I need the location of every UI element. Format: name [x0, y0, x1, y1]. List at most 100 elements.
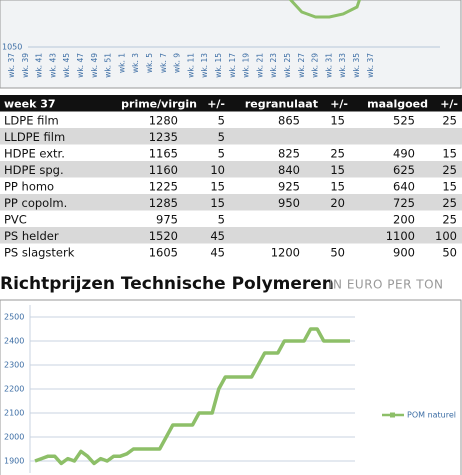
- table-header: maalgoed: [367, 97, 428, 110]
- x-tick-label: wk. 7: [159, 53, 168, 73]
- table-header: prime/virgin: [121, 97, 197, 110]
- x-tick-label: wk. 25: [283, 53, 292, 78]
- y-tick-label: 1050: [2, 43, 22, 52]
- x-tick-label: wk. 19: [242, 53, 251, 78]
- table-cell: HDPE extr.: [4, 146, 65, 160]
- table-cell: 900: [393, 245, 415, 259]
- table-cell: 1280: [149, 113, 178, 127]
- table-cell: LLDPE film: [4, 130, 65, 144]
- table-cell: 50: [330, 245, 345, 259]
- table-row-bg: [0, 227, 462, 244]
- x-tick-label: wk. 51: [104, 53, 113, 78]
- x-tick-label: wk. 37: [366, 53, 375, 78]
- table-cell: 15: [330, 113, 345, 127]
- legend-label: POM naturel: [407, 411, 456, 420]
- table-cell: 725: [393, 196, 415, 210]
- table-cell: 25: [442, 163, 457, 177]
- x-tick-label: wk. 37: [7, 53, 16, 78]
- table-cell: 1160: [149, 163, 178, 177]
- table-cell: 625: [393, 163, 415, 177]
- x-tick-label: wk. 39: [21, 53, 30, 78]
- table-cell: 1225: [149, 179, 178, 193]
- x-tick-label: wk. 5: [145, 53, 154, 73]
- table-cell: 25: [330, 146, 345, 160]
- table-cell: 15: [442, 146, 457, 160]
- section-subtitle: IN EURO PER TON: [329, 278, 444, 292]
- table-cell: 25: [442, 196, 457, 210]
- table-row-bg: [0, 144, 462, 161]
- table-cell: 490: [393, 146, 415, 160]
- table-cell: 1235: [149, 130, 178, 144]
- table-cell: 100: [435, 229, 457, 243]
- y-tick-label: 2100: [4, 409, 24, 418]
- y-tick-label: 1900: [4, 457, 24, 466]
- table-row-bg: [0, 243, 462, 260]
- table-cell: PS helder: [4, 229, 59, 243]
- table-cell: 15: [330, 163, 345, 177]
- table-cell: 15: [330, 179, 345, 193]
- table-row-bg: [0, 177, 462, 194]
- table-cell: 525: [393, 113, 415, 127]
- x-tick-label: wk. 11: [186, 53, 195, 78]
- table-cell: 925: [278, 179, 300, 193]
- x-tick-label: wk. 9: [173, 53, 182, 73]
- y-tick-label: 2300: [4, 361, 24, 370]
- section-title: Richtprijzen Technische Polymeren: [0, 274, 334, 294]
- table-cell: PP homo: [4, 179, 54, 193]
- x-tick-label: wk. 21: [255, 53, 264, 78]
- y-tick-label: 2200: [4, 385, 24, 394]
- table-cell: 950: [278, 196, 300, 210]
- table-cell: 10: [210, 163, 225, 177]
- table-header: +/-: [207, 97, 225, 110]
- x-tick-label: wk. 49: [90, 53, 99, 78]
- table-cell: 1200: [271, 245, 300, 259]
- table-row-bg: [0, 111, 462, 128]
- table-cell: 825: [278, 146, 300, 160]
- table-cell: 1165: [149, 146, 178, 160]
- table-cell: PS slagsterk: [4, 245, 75, 259]
- x-tick-label: wk. 29: [311, 53, 320, 78]
- table-cell: 25: [442, 113, 457, 127]
- table-cell: 5: [218, 130, 225, 144]
- table-row-bg: [0, 194, 462, 211]
- table-header: regranulaat: [245, 97, 318, 110]
- x-tick-label: wk. 45: [62, 53, 71, 78]
- x-tick-label: wk. 17: [228, 53, 237, 78]
- series-line: [34, 327, 350, 466]
- top-chart-frame: [0, 0, 462, 89]
- x-tick-label: wk. 27: [297, 53, 306, 78]
- table-cell: 1285: [149, 196, 178, 210]
- table-cell: 975: [156, 212, 178, 226]
- x-tick-label: wk. 23: [269, 53, 278, 78]
- table-cell: 200: [393, 212, 415, 226]
- x-tick-label: wk. 1: [117, 53, 126, 73]
- x-tick-label: wk. 33: [338, 53, 347, 78]
- table-cell: 865: [278, 113, 300, 127]
- table-cell: 5: [218, 146, 225, 160]
- y-tick-label: 2000: [4, 433, 24, 442]
- table-header: +/-: [440, 97, 458, 110]
- legend-marker: [390, 412, 395, 418]
- table-row-bg: [0, 128, 462, 145]
- table-cell: 20: [330, 196, 345, 210]
- table-cell: 1100: [386, 229, 415, 243]
- table-cell: 50: [442, 245, 457, 259]
- table-cell: 640: [393, 179, 415, 193]
- table-row-bg: [0, 210, 462, 227]
- table-header: week 37: [4, 97, 56, 110]
- x-tick-label: wk. 41: [35, 53, 44, 78]
- x-tick-label: wk. 15: [214, 53, 223, 78]
- x-tick-label: wk. 43: [48, 53, 57, 78]
- series-line: [288, 0, 362, 19]
- bottom-chart-frame: [0, 299, 462, 475]
- table-cell: 5: [218, 113, 225, 127]
- bottom-chart: 1900 2000 2100 2200 2300 2400 2500 POM naturel: [4, 305, 456, 473]
- table-cell: 25: [442, 212, 457, 226]
- table-cell: 15: [442, 179, 457, 193]
- y-tick-label: 2500: [4, 313, 24, 322]
- x-tick-label: wk. 3: [131, 53, 140, 73]
- x-tick-label: wk. 13: [200, 53, 209, 78]
- table-cell: 45: [210, 229, 225, 243]
- x-tick-label: wk. 47: [76, 53, 85, 78]
- table-cell: 1520: [149, 229, 178, 243]
